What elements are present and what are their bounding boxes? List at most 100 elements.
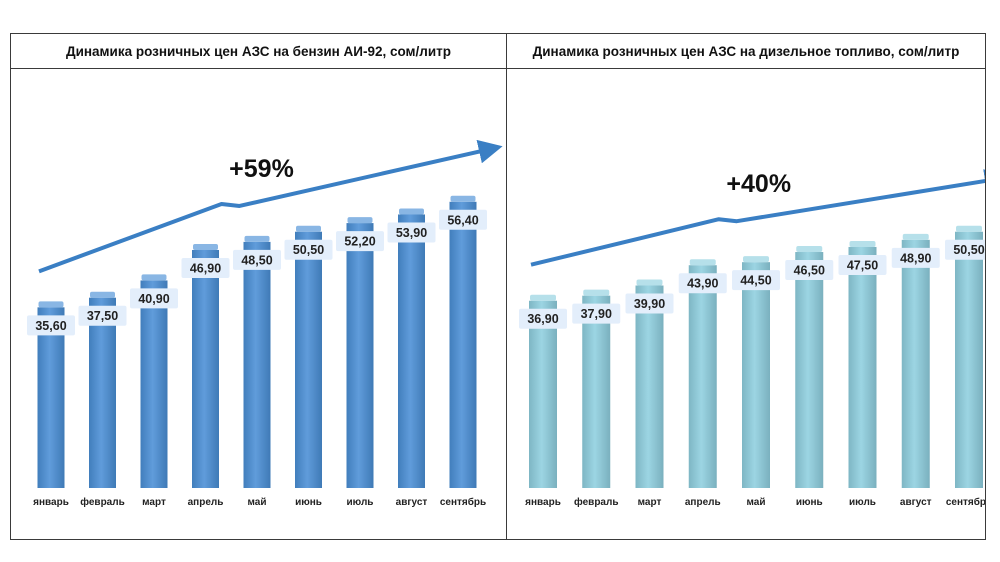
growth-annotation: +59%: [229, 155, 294, 183]
data-label-box: [838, 254, 887, 275]
x-tick-label: сентябрь: [440, 496, 486, 508]
bar-cap: [849, 240, 876, 247]
gasoline-chart: 35,60 январь 37,50 февраль 40,90 март 46,90 апр…: [27, 139, 503, 508]
bar: [795, 252, 824, 488]
bar: [192, 249, 219, 488]
bar: [449, 201, 477, 488]
diesel-chart-panel: Динамика розничных цен АЗС на дизельное …: [507, 34, 985, 539]
bar-cap: [583, 289, 610, 296]
x-tick-label: март: [638, 497, 662, 508]
x-tick-label: июнь: [796, 497, 823, 508]
data-label: 37,90: [581, 307, 612, 321]
bar: [848, 246, 877, 488]
bar: [398, 214, 425, 488]
data-label: 36,90: [527, 312, 558, 326]
data-label-box: [387, 222, 436, 243]
data-label: 47,50: [847, 258, 878, 272]
x-tick-label: май: [747, 497, 766, 508]
bar: [955, 231, 983, 488]
bar: [688, 265, 717, 488]
bar-cap: [902, 233, 929, 240]
x-tick-label: апрель: [685, 497, 721, 508]
data-label-box: [284, 239, 333, 260]
trend-arrow: [530, 169, 985, 267]
bar: [582, 295, 611, 488]
data-label-box: [130, 288, 178, 309]
data-label: 44,50: [740, 274, 771, 288]
bar: [901, 239, 930, 488]
data-label: 50,50: [293, 243, 324, 257]
x-tick-label: май: [248, 497, 267, 508]
bar-cap: [450, 195, 476, 202]
data-label-box: [233, 249, 281, 270]
data-label-box: [891, 247, 940, 268]
data-label-box: [945, 239, 985, 260]
data-label: 46,90: [190, 261, 221, 275]
bar-cap: [244, 235, 270, 242]
data-label-box: [78, 305, 127, 326]
bar: [37, 307, 65, 488]
data-label: 39,90: [634, 297, 665, 311]
x-tick-label: январь: [33, 497, 69, 508]
x-tick-label: март: [142, 497, 166, 508]
x-tick-label: июнь: [295, 497, 322, 508]
bar-cap: [347, 217, 373, 224]
bar-cap: [399, 208, 424, 215]
data-label-box: [27, 315, 75, 336]
bar: [243, 241, 271, 488]
data-label-box: [732, 270, 780, 291]
x-tick-label: август: [900, 497, 932, 508]
bar: [635, 285, 664, 488]
bar: [742, 262, 770, 488]
data-label-box: [785, 260, 834, 281]
bar: [295, 231, 322, 488]
bar: [529, 300, 557, 488]
charts-frame: Динамика розничных цен АЗС на бензин АИ-…: [10, 33, 986, 540]
x-tick-label: февраль: [574, 496, 619, 508]
bar: [89, 297, 116, 488]
data-label: 37,50: [87, 309, 118, 323]
data-label-box: [625, 293, 674, 314]
data-label: 53,90: [396, 226, 427, 240]
data-label-box: [678, 273, 727, 294]
growth-annotation: +40%: [726, 170, 791, 198]
gasoline-chart-panel: Динамика розничных цен АЗС на бензин АИ-…: [11, 34, 507, 539]
bar: [346, 223, 374, 488]
trend-arrow: [38, 139, 503, 274]
x-tick-label: апрель: [188, 497, 224, 508]
x-tick-label: август: [396, 497, 428, 508]
diesel-chart: 36,90 январь 37,90 февраль 39,90 март 43,90 апр…: [519, 169, 985, 508]
bar-cap: [636, 279, 663, 286]
data-label: 50,50: [953, 243, 984, 257]
data-label: 43,90: [687, 277, 718, 291]
data-label-box: [439, 209, 487, 230]
bar-cap: [530, 294, 556, 301]
data-label: 46,50: [794, 264, 825, 278]
bar-cap: [38, 301, 64, 308]
bar-cap: [193, 243, 218, 250]
gasoline-chart-title: Динамика розничных цен АЗС на бензин АИ-…: [11, 34, 506, 69]
x-tick-label: январь: [525, 497, 561, 508]
data-label: 52,20: [344, 235, 375, 249]
bar-cap: [141, 274, 167, 281]
data-label-box: [519, 308, 567, 329]
data-label-box: [336, 231, 384, 252]
bar-cap: [743, 256, 769, 263]
bar-cap: [90, 291, 115, 298]
bar-cap: [296, 225, 321, 232]
data-label: 56,40: [447, 213, 478, 227]
data-label-box: [572, 303, 621, 324]
bar-cap: [956, 225, 982, 232]
bar-cap: [796, 246, 823, 253]
diesel-chart-title: Динамика розничных цен АЗС на дизельное …: [507, 34, 985, 69]
x-tick-label: сентябрь: [946, 496, 985, 508]
x-tick-label: июль: [347, 497, 374, 508]
bar-cap: [689, 259, 716, 266]
data-label: 48,50: [241, 253, 272, 267]
data-label: 35,60: [35, 319, 66, 333]
data-label-box: [181, 257, 230, 278]
x-tick-label: июль: [849, 497, 876, 508]
x-tick-label: февраль: [80, 496, 125, 508]
data-label: 40,90: [138, 292, 169, 306]
bar: [140, 280, 168, 488]
